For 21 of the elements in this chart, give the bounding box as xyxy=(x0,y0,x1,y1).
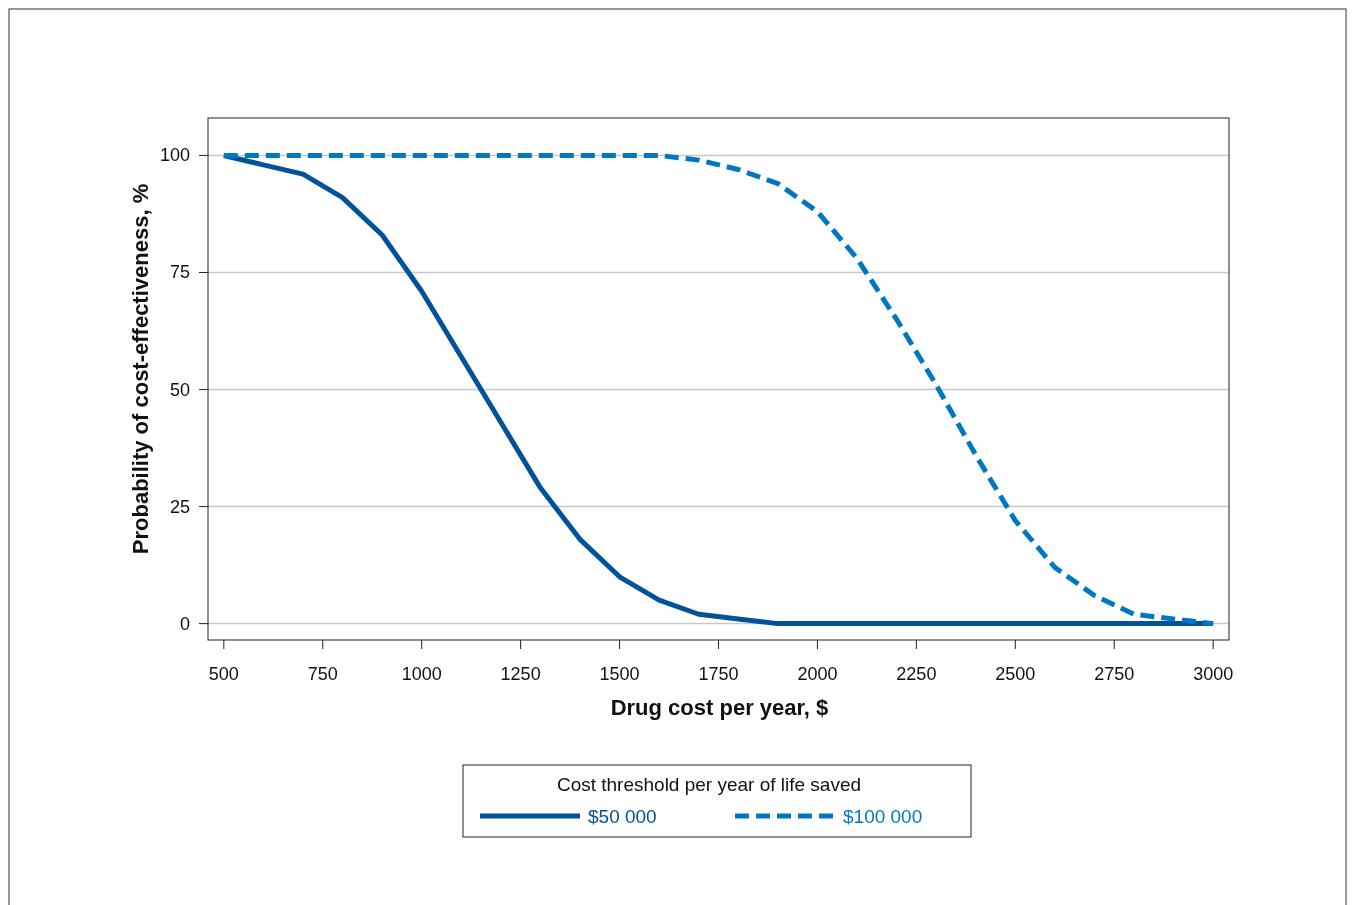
x-tick-label: 1000 xyxy=(401,664,442,684)
x-tick-label: 2250 xyxy=(896,664,937,684)
text: $100 000 xyxy=(843,806,923,827)
x-tick-label: 1250 xyxy=(500,664,541,684)
y-tick-label: 50 xyxy=(169,379,190,400)
y-tick-label: 0 xyxy=(179,613,190,634)
x-tick-label: 2750 xyxy=(1094,664,1135,684)
x-axis-title: Drug cost per year, $ xyxy=(610,695,829,720)
x-tick-label: 750 xyxy=(307,664,338,684)
legend-title: Cost threshold per year of life saved xyxy=(556,774,862,795)
text: $50 000 xyxy=(588,806,657,827)
y-tick-label: 75 xyxy=(169,262,190,283)
x-tick-label: 2000 xyxy=(797,664,838,684)
y-tick-label: 25 xyxy=(169,496,190,517)
y-axis-title: Probability of cost-effectiveness, % xyxy=(128,183,153,555)
x-tick-label: 2500 xyxy=(995,664,1036,684)
x-tick-label: 500 xyxy=(208,664,239,684)
y-tick-label: 100 xyxy=(159,145,190,166)
x-tick-label: 3000 xyxy=(1193,664,1234,684)
x-tick-label: 1500 xyxy=(599,664,640,684)
x-tick-label: 1750 xyxy=(698,664,739,684)
